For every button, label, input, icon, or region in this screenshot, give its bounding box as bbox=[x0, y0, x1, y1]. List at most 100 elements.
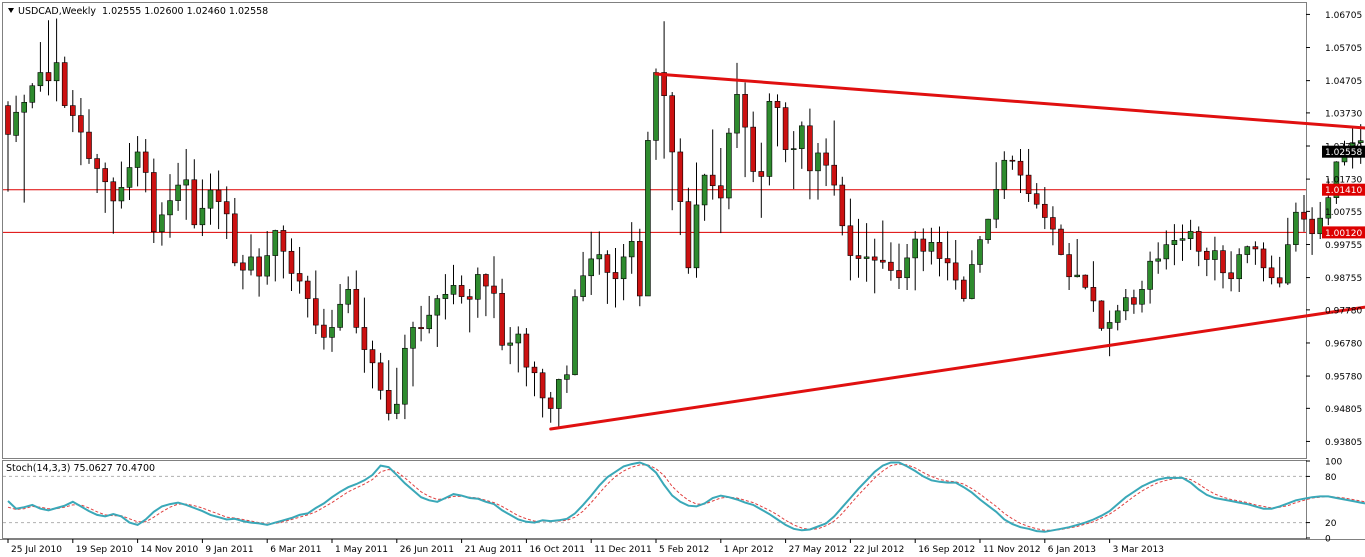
candle[interactable] bbox=[790, 131, 797, 190]
candle[interactable] bbox=[175, 162, 181, 211]
candle[interactable] bbox=[353, 270, 360, 334]
candle[interactable] bbox=[1276, 256, 1283, 288]
candle[interactable] bbox=[531, 361, 538, 397]
candle[interactable] bbox=[669, 92, 676, 211]
candle[interactable] bbox=[758, 142, 765, 218]
candle[interactable] bbox=[29, 83, 36, 109]
candle[interactable] bbox=[288, 238, 295, 291]
candle[interactable] bbox=[1058, 224, 1064, 256]
candle[interactable] bbox=[709, 129, 716, 200]
candle[interactable] bbox=[1260, 242, 1267, 282]
candle[interactable] bbox=[1155, 242, 1161, 274]
candle[interactable] bbox=[539, 368, 546, 418]
candle[interactable] bbox=[969, 250, 975, 300]
candle[interactable] bbox=[1098, 300, 1105, 331]
candle[interactable] bbox=[782, 102, 789, 163]
candle[interactable] bbox=[547, 391, 554, 423]
candle[interactable] bbox=[507, 327, 514, 365]
candle[interactable] bbox=[151, 158, 157, 243]
candle[interactable] bbox=[831, 120, 838, 196]
candle[interactable] bbox=[1025, 148, 1032, 202]
candle[interactable] bbox=[564, 365, 570, 393]
candle[interactable] bbox=[385, 360, 392, 421]
candle[interactable] bbox=[847, 198, 854, 281]
candle[interactable] bbox=[1082, 274, 1089, 290]
candle[interactable] bbox=[134, 136, 141, 187]
candle[interactable] bbox=[1244, 245, 1251, 264]
candle[interactable] bbox=[952, 240, 959, 290]
candle[interactable] bbox=[1301, 194, 1307, 232]
candle[interactable] bbox=[1187, 219, 1194, 250]
candle[interactable] bbox=[1074, 239, 1080, 278]
candle[interactable] bbox=[726, 128, 732, 210]
candle[interactable] bbox=[693, 162, 700, 278]
candle[interactable] bbox=[1066, 242, 1072, 290]
candle[interactable] bbox=[483, 273, 489, 317]
candle[interactable] bbox=[1171, 224, 1178, 266]
candle[interactable] bbox=[232, 197, 238, 267]
candle[interactable] bbox=[94, 153, 100, 194]
trendlines-layer[interactable] bbox=[549, 72, 1365, 431]
candle[interactable] bbox=[434, 294, 441, 347]
candle[interactable] bbox=[126, 143, 133, 200]
candle[interactable] bbox=[1017, 148, 1024, 194]
candle[interactable] bbox=[1106, 310, 1113, 357]
candle[interactable] bbox=[410, 321, 416, 387]
candle[interactable] bbox=[904, 243, 910, 290]
candle[interactable] bbox=[1220, 245, 1226, 289]
candle[interactable] bbox=[944, 231, 951, 281]
candle[interactable] bbox=[256, 248, 262, 297]
candle[interactable] bbox=[839, 176, 846, 236]
trendline-support[interactable] bbox=[549, 263, 1365, 431]
candle[interactable] bbox=[985, 218, 991, 244]
candle[interactable] bbox=[588, 231, 595, 295]
candle[interactable] bbox=[1001, 151, 1008, 199]
candle[interactable] bbox=[1179, 224, 1186, 261]
candle[interactable] bbox=[199, 179, 206, 237]
candle[interactable] bbox=[523, 328, 530, 387]
candle[interactable] bbox=[223, 186, 230, 240]
candle[interactable] bbox=[1042, 187, 1048, 230]
candle[interactable] bbox=[580, 251, 586, 302]
candle[interactable] bbox=[499, 278, 505, 351]
candle[interactable] bbox=[1268, 255, 1275, 285]
candle[interactable] bbox=[977, 236, 983, 273]
candle[interactable] bbox=[369, 340, 376, 389]
candle[interactable] bbox=[304, 275, 311, 318]
candle[interactable] bbox=[936, 226, 943, 277]
candle[interactable] bbox=[1033, 183, 1040, 209]
candle[interactable] bbox=[1228, 251, 1234, 292]
candle[interactable] bbox=[717, 147, 724, 234]
candle[interactable] bbox=[1317, 201, 1323, 240]
candle[interactable] bbox=[1139, 280, 1145, 313]
candle[interactable] bbox=[418, 305, 424, 342]
candle[interactable] bbox=[1114, 304, 1121, 331]
candle[interactable] bbox=[1147, 251, 1153, 304]
candle[interactable] bbox=[61, 56, 68, 108]
candle[interactable] bbox=[1285, 217, 1291, 286]
candle[interactable] bbox=[920, 228, 927, 272]
candle[interactable] bbox=[612, 247, 619, 308]
candle[interactable] bbox=[312, 270, 319, 335]
candle[interactable] bbox=[855, 218, 862, 278]
candle[interactable] bbox=[596, 231, 603, 275]
candle[interactable] bbox=[442, 274, 449, 320]
candle[interactable] bbox=[86, 109, 92, 164]
candle[interactable] bbox=[879, 220, 886, 269]
candle[interactable] bbox=[21, 94, 28, 203]
candle[interactable] bbox=[1131, 289, 1137, 314]
candle[interactable] bbox=[191, 159, 198, 229]
candle[interactable] bbox=[1212, 236, 1218, 281]
candle[interactable] bbox=[636, 228, 643, 307]
candle[interactable] bbox=[766, 93, 773, 186]
candle[interactable] bbox=[458, 275, 465, 304]
candle[interactable] bbox=[248, 234, 254, 276]
candle[interactable] bbox=[620, 243, 627, 301]
candle[interactable] bbox=[45, 20, 52, 96]
candle[interactable] bbox=[515, 326, 522, 373]
candle[interactable] bbox=[37, 42, 44, 92]
candle[interactable] bbox=[361, 297, 368, 373]
candle[interactable] bbox=[604, 250, 611, 304]
candle[interactable] bbox=[628, 222, 635, 274]
candle[interactable] bbox=[888, 242, 894, 281]
